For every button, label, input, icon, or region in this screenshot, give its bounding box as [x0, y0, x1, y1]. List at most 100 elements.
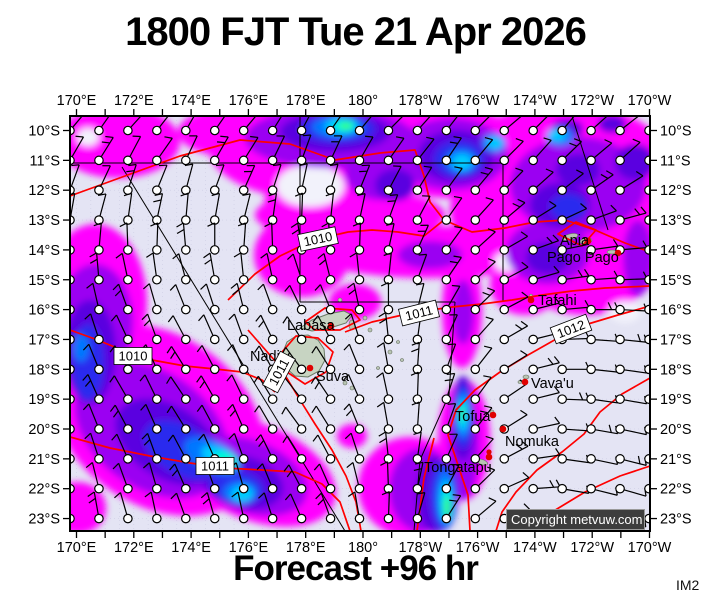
barb-shaft: [418, 492, 426, 515]
barb-tick: [415, 461, 424, 465]
city-dot: [485, 453, 493, 461]
barb-shaft: [290, 493, 301, 515]
barb-shaft: [285, 347, 300, 367]
wind-barb: [238, 164, 256, 195]
barb-shaft: [331, 164, 339, 187]
station-circle: [586, 274, 596, 285]
station-circle: [267, 424, 278, 434]
wind-barb: [441, 343, 457, 375]
barb-shaft: [595, 339, 619, 342]
barb-shaft: [121, 253, 128, 276]
station-circle: [470, 155, 481, 166]
barb-tick: [604, 139, 613, 144]
barb-shaft: [624, 489, 647, 497]
wind-barb: [383, 194, 399, 225]
barb-tick: [258, 440, 265, 448]
barb-shaft: [88, 403, 98, 426]
lat-label: 18°S: [660, 362, 692, 378]
wind-barb: [615, 138, 641, 166]
barb-shaft: [477, 318, 494, 337]
barb-shaft: [170, 376, 184, 396]
barb-tick: [85, 462, 93, 469]
barb-tick: [553, 386, 560, 393]
station-circle: [586, 364, 596, 375]
barb-tick: [347, 491, 356, 498]
barb-tick: [634, 208, 641, 216]
barb-tick: [379, 437, 387, 444]
rain-blob: [340, 123, 352, 129]
station-circle: [441, 274, 452, 285]
station-circle: [181, 394, 191, 404]
station-circle: [615, 274, 625, 285]
station-circle: [499, 334, 510, 345]
barb-tick: [143, 319, 151, 327]
station-circle: [152, 185, 162, 195]
barb-tick: [93, 222, 102, 227]
wind-barb: [87, 491, 104, 524]
station-circle: [123, 215, 133, 225]
wind-barb: [557, 169, 584, 195]
wind-barb: [343, 343, 365, 375]
barb-tick: [294, 192, 303, 197]
station-circle: [354, 424, 365, 434]
barb-tick: [258, 320, 265, 328]
barb-shaft: [595, 369, 619, 373]
station-circle: [499, 215, 510, 225]
barb-tick: [215, 164, 225, 167]
barb-shaft: [272, 193, 278, 216]
station-circle: [94, 364, 104, 375]
barb-tick: [312, 434, 319, 442]
wind-barb: [586, 364, 619, 375]
city-label: Pago Pago: [547, 250, 619, 266]
barb-tick: [349, 252, 357, 258]
barb-shaft: [418, 254, 428, 276]
barb-shaft: [100, 137, 114, 157]
wind-barb: [383, 116, 404, 136]
barb-shaft: [144, 374, 156, 396]
station-circle: [325, 155, 336, 166]
barb-shaft: [150, 492, 157, 515]
barb-shaft: [624, 278, 648, 281]
lon-label: 174°W: [513, 93, 557, 109]
station-circle: [470, 394, 481, 404]
station-circle: [152, 364, 162, 375]
wind-barb: [380, 282, 394, 315]
city-label: Apia: [560, 233, 590, 249]
barb-tick: [199, 381, 205, 389]
wind-barb: [528, 356, 560, 375]
barb-tick: [204, 259, 212, 265]
station-circle: [123, 334, 133, 345]
barb-tick: [257, 283, 264, 291]
barb-tick: [637, 333, 642, 342]
station-circle: [557, 215, 567, 225]
wind-barb: [528, 168, 554, 195]
lat-label: 16°S: [28, 303, 60, 319]
barb-tick: [142, 462, 150, 469]
barb-tick: [549, 200, 557, 207]
station-circle: [528, 185, 538, 195]
station-circle: [383, 513, 394, 524]
lat-label: 11°S: [660, 153, 691, 169]
station-circle: [354, 364, 365, 375]
barb-shaft: [258, 345, 271, 366]
station-circle: [412, 215, 423, 225]
station-circle: [152, 424, 162, 434]
wind-barb: [141, 313, 162, 345]
station-circle: [470, 215, 481, 225]
barb-shaft: [176, 492, 185, 515]
barb-tick: [284, 284, 291, 292]
barb-shaft: [258, 405, 271, 426]
barb-tick: [637, 455, 641, 464]
barb-shaft: [214, 193, 221, 216]
barb-tick: [569, 142, 578, 147]
wind-barb: [376, 372, 394, 404]
barb-tick: [314, 284, 321, 291]
barb-shaft: [507, 383, 527, 398]
station-circle: [267, 215, 278, 225]
wind-barb: [228, 313, 249, 345]
barb-shaft: [113, 375, 127, 396]
barb-tick: [515, 167, 524, 172]
barb-shaft: [260, 314, 272, 336]
wind-barb: [586, 333, 619, 345]
station-circle: [123, 274, 133, 285]
